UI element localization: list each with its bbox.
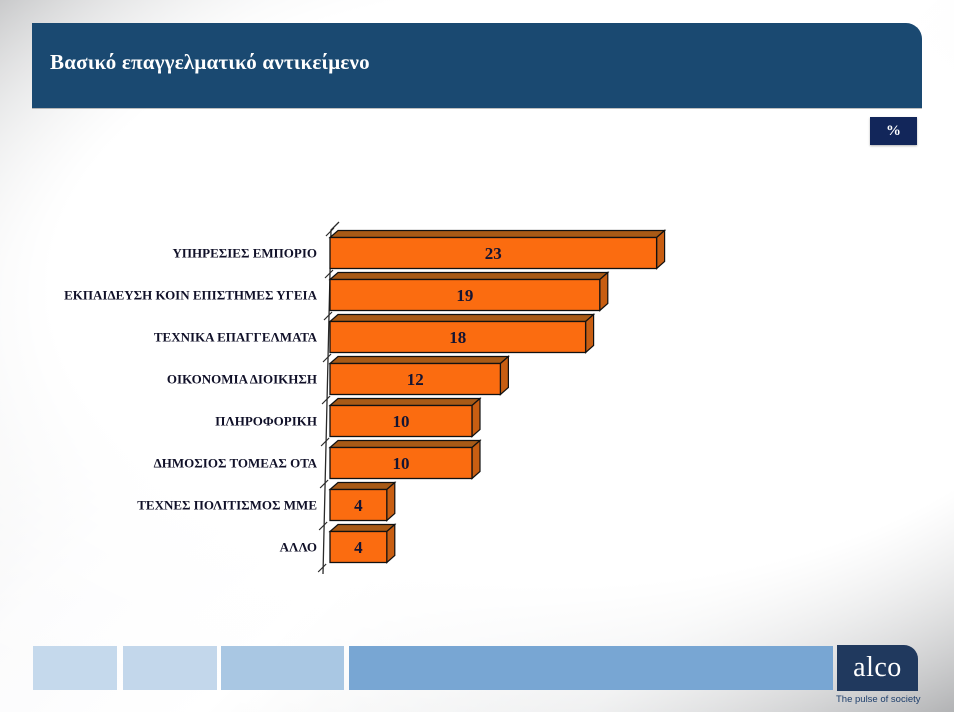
bar-side-face bbox=[471, 439, 481, 480]
y-axis-line bbox=[322, 221, 340, 575]
category-label: ΕΚΠΑΙΔΕΥΣΗ ΚΟΙΝ ΕΠΙΣΤΗΜΕΣ ΥΓΕΙΑ bbox=[64, 288, 317, 303]
bar-front bbox=[329, 488, 388, 522]
bar-side-face bbox=[471, 397, 481, 438]
axis-tick bbox=[321, 395, 331, 405]
footer-bar-1 bbox=[33, 646, 117, 690]
category-label: ΠΛΗΡΟΦΟΡΙΚΗ bbox=[215, 414, 317, 429]
logo-tagline: The pulse of society bbox=[836, 694, 921, 705]
bar-side-face bbox=[499, 355, 509, 396]
axis-tick bbox=[318, 521, 328, 531]
bar-top-face bbox=[328, 397, 482, 407]
bar-front bbox=[329, 236, 658, 270]
axis-tick bbox=[322, 353, 332, 363]
category-label: ΑΛΛΟ bbox=[280, 540, 317, 555]
alco-logo: alco bbox=[837, 645, 918, 691]
bar-front bbox=[329, 404, 473, 438]
bar-value-label: 10 bbox=[393, 454, 410, 473]
bar-top-face bbox=[328, 439, 482, 449]
axis-tick bbox=[319, 479, 329, 489]
bar-side-face bbox=[386, 523, 396, 564]
bar-top-face bbox=[328, 229, 667, 239]
title-banner: Βασικό επαγγελματικό αντικείμενο bbox=[32, 23, 922, 108]
axis-tick bbox=[324, 269, 334, 279]
bar-value-label: 12 bbox=[407, 370, 424, 389]
category-label: ΟΙΚΟΝΟΜΙΑ ΔΙΟΙΚΗΣΗ bbox=[167, 372, 317, 387]
bar-value-label: 19 bbox=[456, 286, 473, 305]
page-title: Βασικό επαγγελματικό αντικείμενο bbox=[50, 50, 370, 74]
bar-top-face bbox=[328, 271, 610, 281]
bar-value-label: 10 bbox=[393, 412, 410, 431]
bar-side-face bbox=[584, 313, 595, 354]
bar-top-face bbox=[328, 523, 397, 533]
bar-value-label: 23 bbox=[485, 244, 502, 263]
bar-top-face bbox=[328, 355, 510, 365]
percent-badge: % bbox=[870, 117, 917, 145]
footer-bar-3 bbox=[221, 646, 344, 690]
bar-top-face bbox=[328, 313, 596, 323]
bar-value-label: 4 bbox=[354, 496, 363, 515]
bar-front bbox=[329, 362, 502, 396]
footer-bar-4 bbox=[349, 646, 833, 690]
axis-tick bbox=[325, 227, 335, 237]
bar-front bbox=[329, 530, 388, 564]
bar-value-label: 18 bbox=[449, 328, 466, 347]
category-label: ΥΠΗΡΕΣΙΕΣ ΕΜΠΟΡΙΟ bbox=[173, 246, 317, 261]
bar-front bbox=[329, 320, 587, 354]
category-label: ΤΕΧΝΕΣ ΠΟΛΙΤΙΣΜΟΣ ΜΜΕ bbox=[137, 498, 317, 513]
bar-front bbox=[329, 446, 473, 480]
bar-side-face bbox=[599, 271, 609, 312]
bar-value-label: 4 bbox=[354, 538, 363, 557]
bar-side-face bbox=[386, 481, 396, 522]
bar-top-face bbox=[328, 481, 397, 491]
category-label: ΔΗΜΟΣΙΟΣ ΤΟΜΕΑΣ ΟΤΑ bbox=[154, 456, 318, 471]
footer-bar-2 bbox=[123, 646, 217, 690]
bar-front bbox=[329, 278, 601, 312]
axis-tick bbox=[317, 563, 327, 573]
category-label: ΤΕΧΝΙΚΑ ΕΠΑΓΓΕΛΜΑΤΑ bbox=[154, 330, 318, 345]
axis-tick bbox=[320, 437, 330, 447]
axis-tick bbox=[323, 311, 333, 321]
bar-side-face bbox=[655, 229, 666, 270]
